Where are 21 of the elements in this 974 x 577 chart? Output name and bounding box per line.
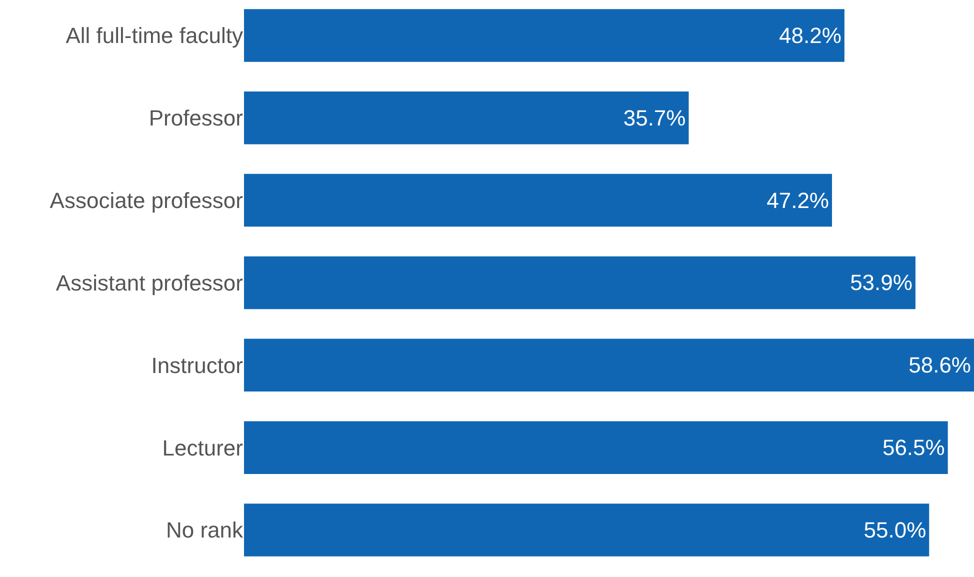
data-label: 55.0% xyxy=(864,518,926,543)
bar xyxy=(244,421,948,474)
data-label: 48.2% xyxy=(779,22,842,48)
y-tick-label: No rank xyxy=(166,518,244,543)
y-tick-label: Associate professor xyxy=(50,188,243,213)
y-tick-label: Lecturer xyxy=(162,435,243,460)
data-label: 53.9% xyxy=(850,270,912,296)
bar xyxy=(244,174,832,227)
bar xyxy=(244,256,916,310)
y-tick-label: Instructor xyxy=(151,352,243,378)
bar xyxy=(244,338,974,392)
bar xyxy=(244,92,689,144)
bar xyxy=(244,504,930,556)
y-tick-label: Professor xyxy=(148,106,243,131)
data-label: 58.6% xyxy=(908,352,971,378)
y-tick-label: All full-time faculty xyxy=(66,23,243,48)
data-label: 56.5% xyxy=(882,435,945,460)
data-label: 47.2% xyxy=(766,188,829,213)
y-tick-label: Assistant professor xyxy=(56,270,243,296)
data-label: 35.7% xyxy=(623,105,686,130)
bar xyxy=(244,9,844,62)
